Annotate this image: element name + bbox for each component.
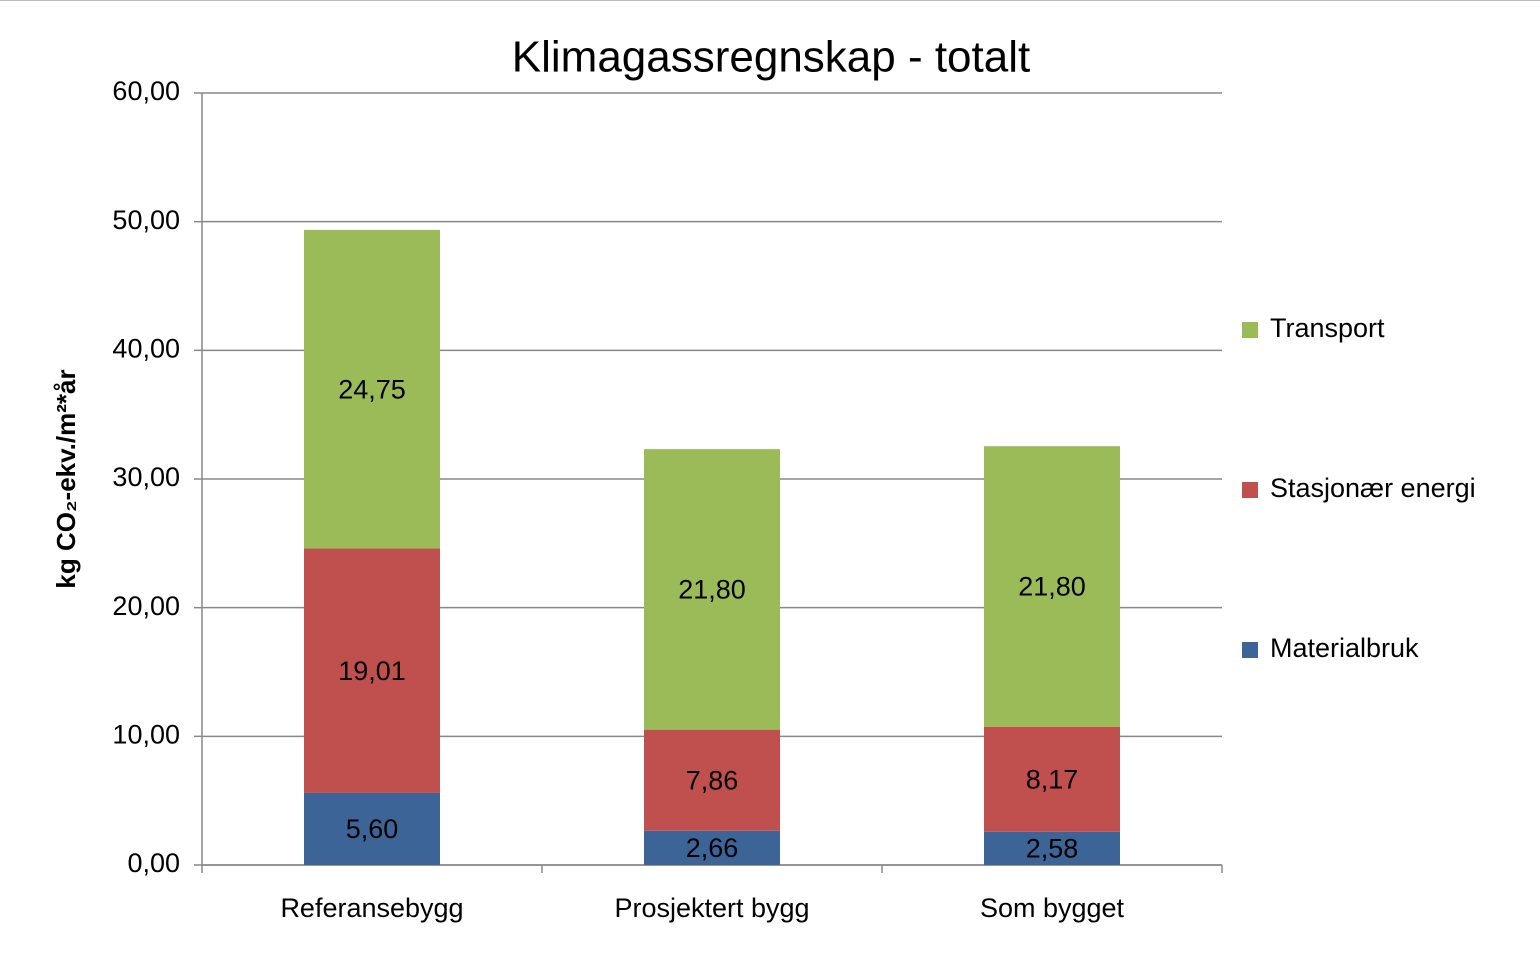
data-label: 21,80 — [1018, 572, 1086, 602]
data-label: 21,80 — [678, 575, 746, 605]
y-tick-label: 50,00 — [112, 205, 180, 235]
x-tick-label: Som bygget — [980, 893, 1125, 923]
bar-segment — [644, 449, 780, 730]
data-label: 24,75 — [338, 374, 406, 404]
bar-segment — [984, 831, 1120, 865]
y-tick-label: 10,00 — [112, 719, 180, 749]
legend-swatch — [1242, 642, 1258, 658]
bar-segment — [304, 792, 440, 865]
bar-segment — [984, 726, 1120, 832]
data-label: 2,58 — [1026, 834, 1079, 864]
x-tick-label: Prosjektert bygg — [614, 893, 809, 923]
y-tick-label: 30,00 — [112, 462, 180, 492]
legend-swatch — [1242, 322, 1258, 338]
legend-label: Materialbruk — [1270, 633, 1419, 663]
data-label: 5,60 — [346, 814, 399, 844]
bar-segment — [644, 729, 780, 831]
legend-label: Stasjonær energi — [1270, 473, 1476, 503]
data-label: 2,66 — [686, 833, 739, 863]
y-tick-label: 60,00 — [112, 76, 180, 106]
legend-swatch — [1242, 482, 1258, 498]
y-tick-label: 0,00 — [127, 848, 180, 878]
y-axis-title: kg CO₂-ekv./m²*år — [51, 369, 81, 588]
data-label: 19,01 — [338, 656, 406, 686]
bar-segment — [304, 229, 440, 549]
chart-title: Klimagassregnskap - totalt — [512, 33, 1030, 82]
y-tick-label: 20,00 — [112, 591, 180, 621]
bar-segment — [984, 446, 1120, 727]
legend-label: Transport — [1270, 313, 1385, 343]
data-label: 8,17 — [1026, 764, 1079, 794]
x-tick-label: Referansebygg — [280, 893, 463, 923]
bar-segment — [304, 548, 440, 793]
data-label: 7,86 — [686, 765, 739, 795]
y-tick-label: 40,00 — [112, 333, 180, 363]
bar-segment — [644, 830, 780, 865]
